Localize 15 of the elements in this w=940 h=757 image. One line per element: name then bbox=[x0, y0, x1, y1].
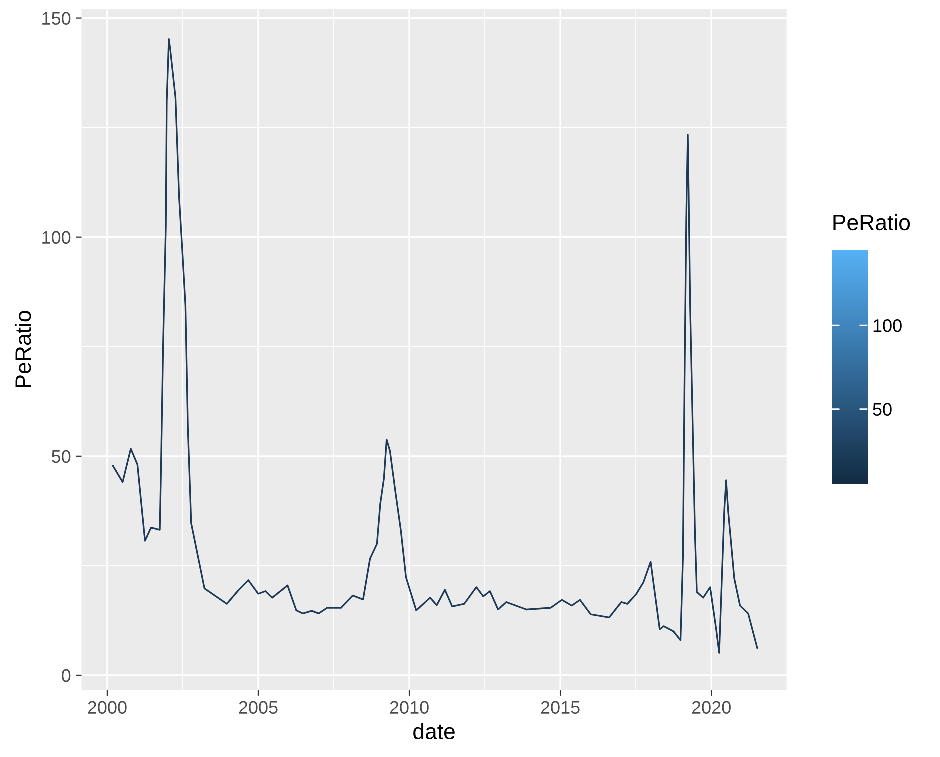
x-tick-label: 2000 bbox=[88, 701, 127, 714]
x-axis-title: date bbox=[414, 723, 455, 740]
y-tick-label: 100 bbox=[42, 231, 71, 244]
x-tick-label: 2015 bbox=[541, 701, 580, 714]
x-tick-label: 2010 bbox=[390, 701, 429, 714]
y-tick-label: 0 bbox=[62, 669, 71, 682]
y-tick-label: 50 bbox=[52, 450, 71, 464]
color-bar-label: 100 bbox=[874, 319, 902, 332]
color-bar-label: 50 bbox=[873, 403, 892, 416]
line-series bbox=[112, 38, 758, 654]
color-bar-title: PeRatio bbox=[834, 214, 910, 231]
x-tick-label: 2005 bbox=[239, 701, 278, 714]
x-tick-label: 2020 bbox=[692, 701, 731, 714]
y-tick-label: 150 bbox=[42, 12, 71, 26]
y-axis-title: PeRatio bbox=[14, 311, 32, 388]
